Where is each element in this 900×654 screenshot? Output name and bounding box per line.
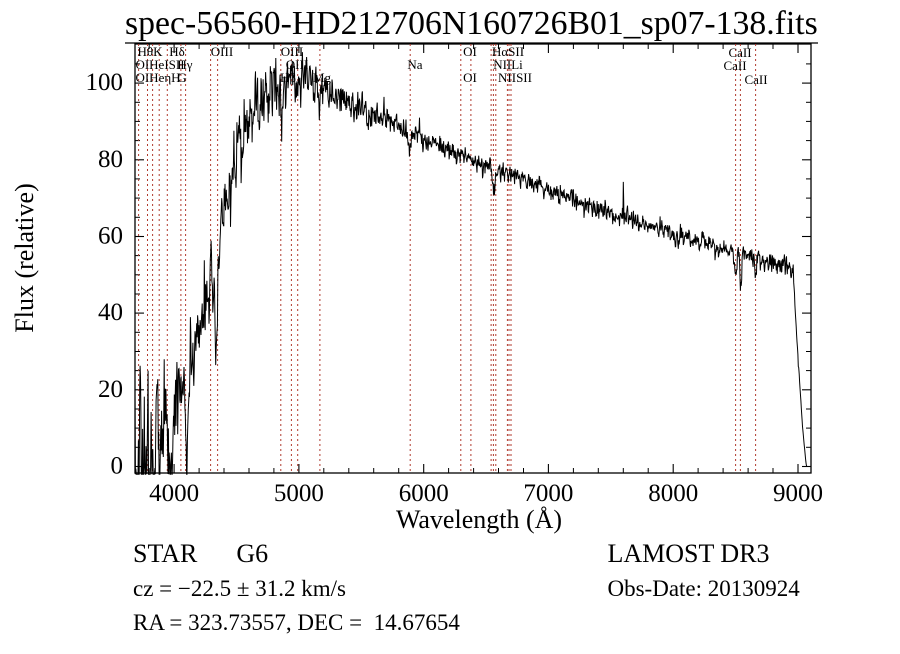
svg-text:Mg: Mg (313, 70, 332, 85)
svg-text:100: 100 (86, 69, 124, 96)
svg-text:OI: OI (463, 44, 477, 59)
svg-text:CaII: CaII (723, 58, 746, 73)
svg-text:OI: OI (463, 70, 477, 85)
svg-text:40: 40 (98, 299, 123, 326)
svg-text:Na: Na (407, 57, 422, 72)
svg-text:8000: 8000 (648, 480, 698, 507)
svg-text:OIII: OIII (211, 44, 233, 59)
svg-text:STAR G6: STAR G6 (133, 539, 268, 568)
svg-text:20: 20 (98, 376, 123, 403)
svg-text:CaII: CaII (744, 72, 767, 87)
svg-text:Flux (relative): Flux (relative) (10, 183, 39, 332)
svg-text:Obs-Date: 20130924: Obs-Date: 20130924 (608, 576, 801, 601)
svg-text:OIHeηH: OIHeηH (135, 70, 180, 85)
svg-text:Wavelength (Å): Wavelength (Å) (396, 505, 562, 534)
svg-text:4000: 4000 (149, 480, 199, 507)
svg-text:Hβ: Hβ (280, 70, 296, 85)
svg-text:7000: 7000 (523, 480, 573, 507)
svg-text:RA = 323.73557, DEC = 14.6765: RA = 323.73557, DEC = 14.67654 (133, 610, 460, 635)
svg-text:spec-56560-HD212706N160726B01_: spec-56560-HD212706N160726B01_sp07-138.f… (125, 5, 818, 42)
svg-text:60: 60 (98, 223, 123, 250)
svg-text:9000: 9000 (773, 480, 823, 507)
svg-text:5000: 5000 (274, 480, 324, 507)
svg-text:LAMOST DR3: LAMOST DR3 (608, 539, 770, 568)
svg-text:G: G (177, 70, 186, 85)
svg-text:6000: 6000 (399, 480, 449, 507)
svg-text:80: 80 (98, 146, 123, 173)
svg-text:0: 0 (111, 453, 124, 480)
svg-text:cz = −22.5 ± 31.2 km/s: cz = −22.5 ± 31.2 km/s (133, 576, 346, 601)
svg-text:NIISII: NIISII (498, 70, 532, 85)
